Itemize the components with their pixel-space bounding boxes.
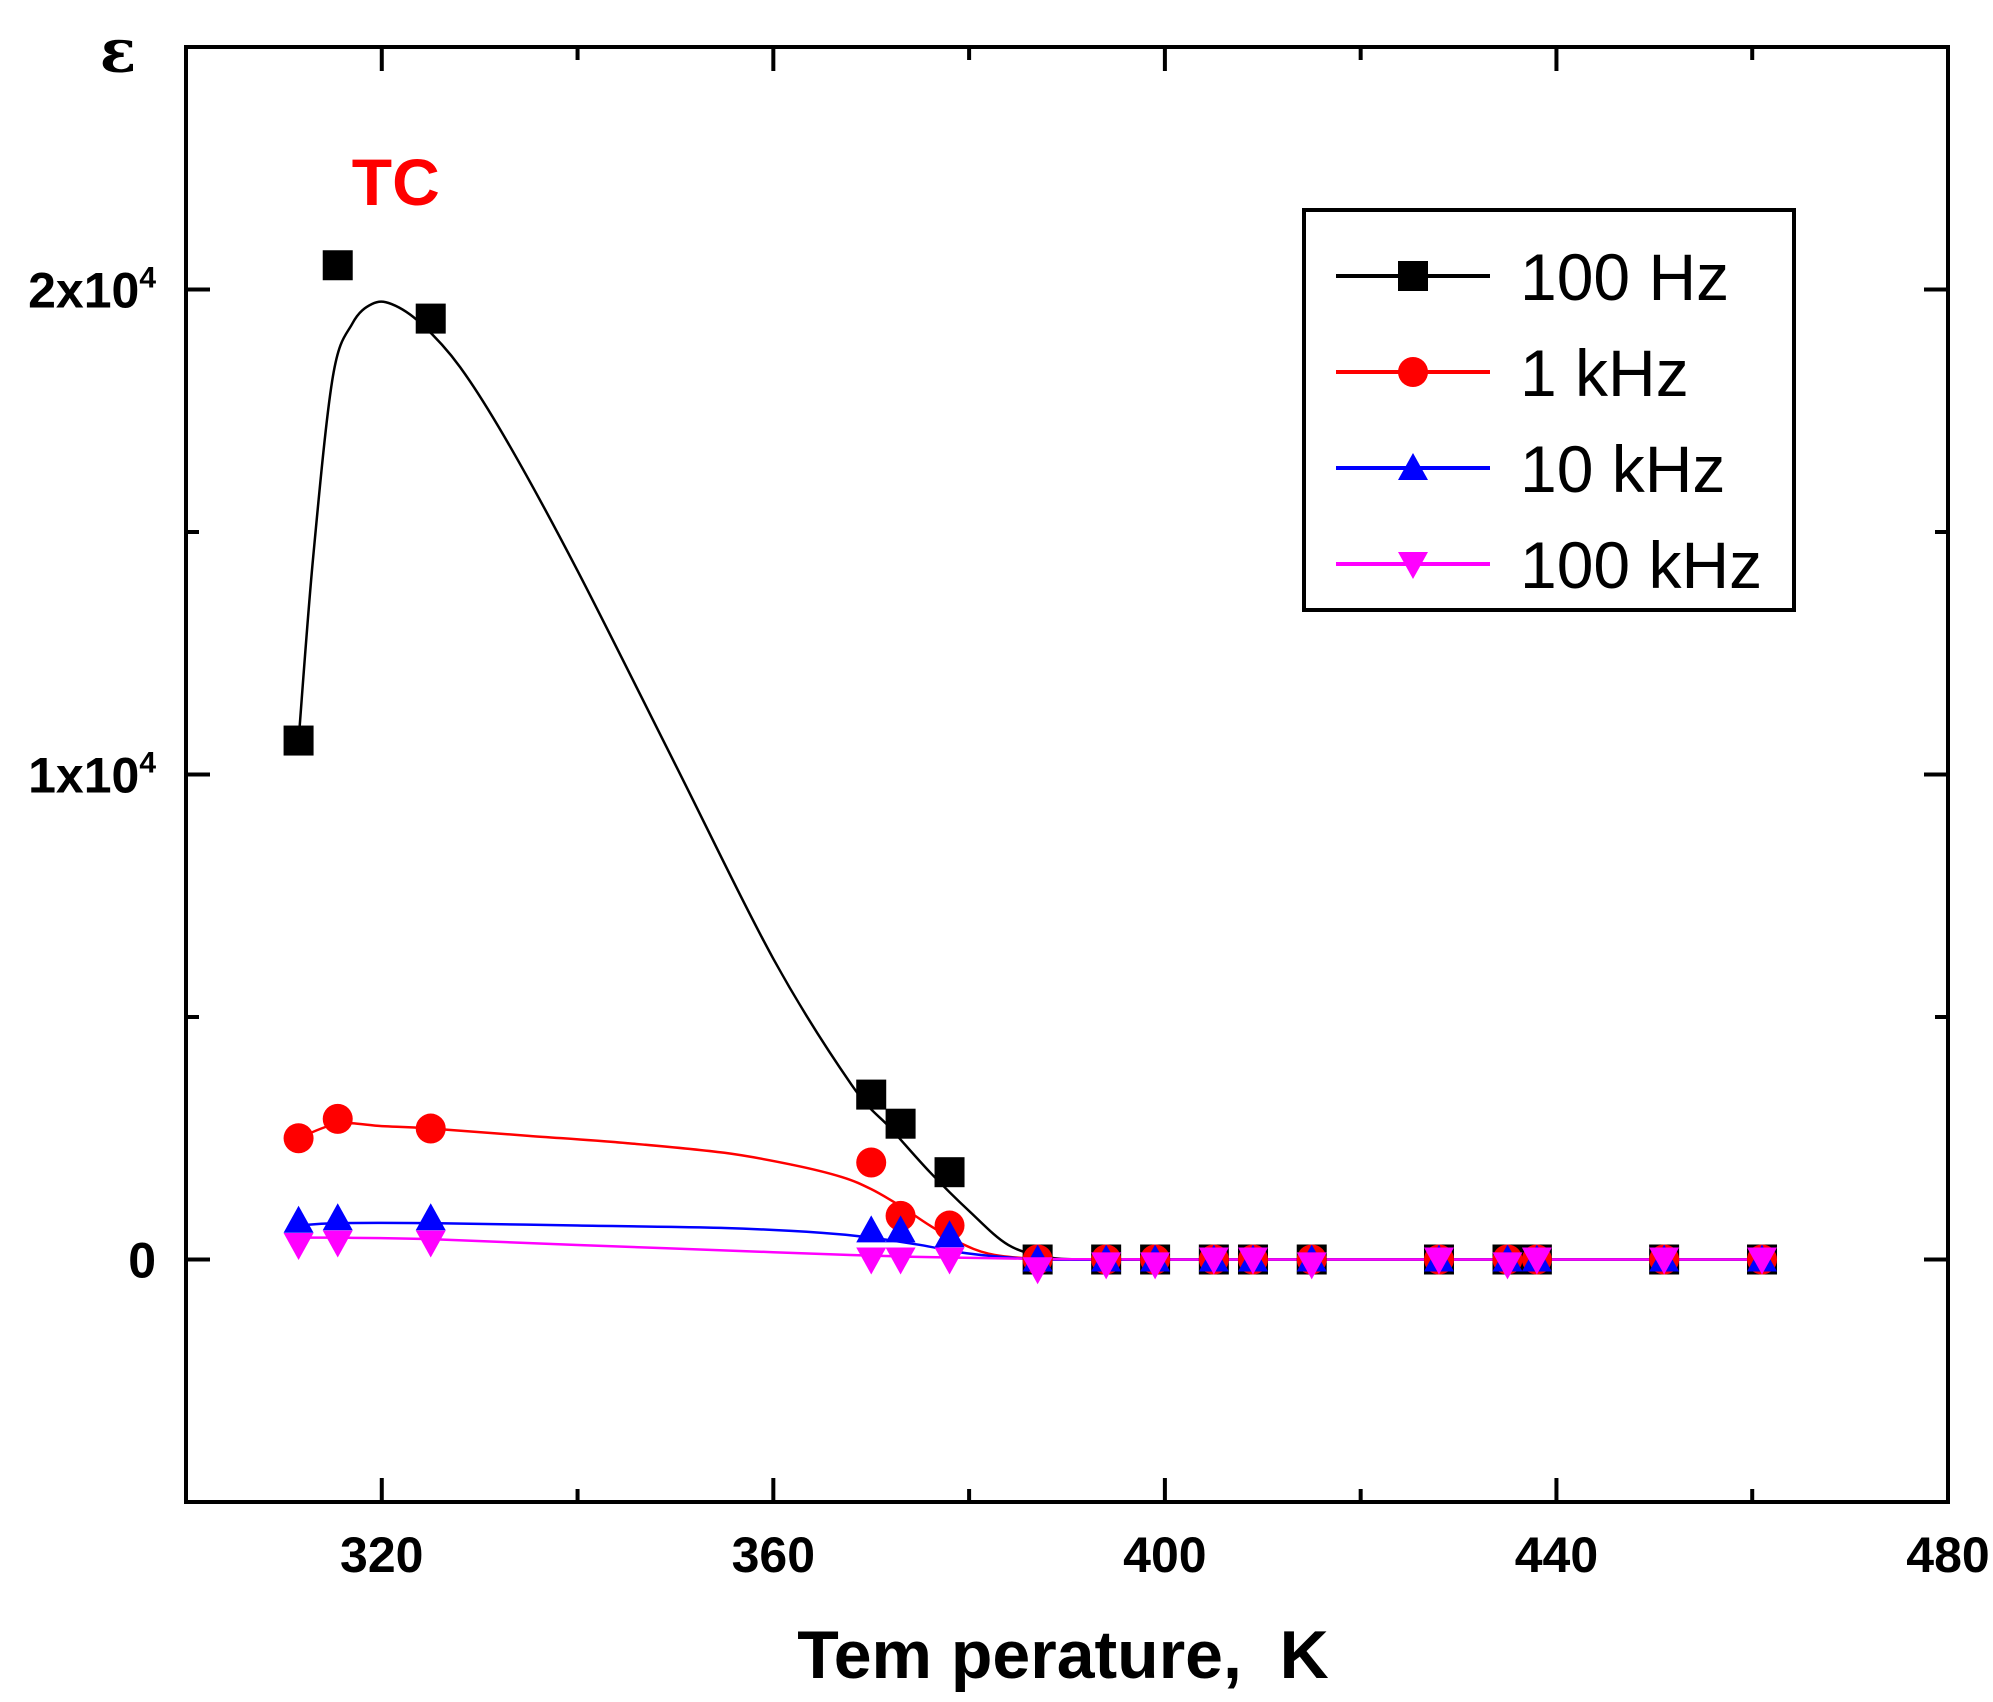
y-tick-label: 0	[128, 1233, 156, 1289]
data-point	[1423, 1247, 1454, 1275]
data-point	[856, 1215, 887, 1243]
legend-item: 100 Hz	[1336, 240, 1729, 314]
axis-ticks: 320 360 400 440 480 0 1x104 2x104	[28, 45, 1990, 1583]
data-point	[885, 1108, 916, 1139]
data-point	[1398, 357, 1428, 387]
series-curve	[298, 1121, 1763, 1261]
data-point	[856, 1079, 887, 1110]
x-tick-label: 360	[732, 1527, 815, 1583]
legend-item: 1 kHz	[1336, 336, 1689, 410]
data-point	[1492, 1252, 1523, 1280]
legend: 100 Hz 1 kHz 10 kHz 100 kHz	[1302, 208, 1796, 612]
data-markers	[283, 250, 1778, 1285]
data-point	[283, 1232, 314, 1260]
data-point	[283, 725, 314, 756]
y-tick-label: 1x104	[28, 747, 156, 804]
data-point	[885, 1215, 916, 1243]
data-point	[322, 1230, 353, 1258]
data-point	[856, 1247, 887, 1275]
tc-annotation: TC	[352, 145, 440, 219]
legend-label: 10 kHz	[1520, 432, 1725, 506]
data-point	[1091, 1252, 1122, 1280]
data-point	[283, 1205, 314, 1233]
data-point	[934, 1157, 965, 1188]
data-point	[934, 1220, 965, 1248]
data-point	[1398, 261, 1428, 291]
legend-label: 1 kHz	[1520, 336, 1689, 410]
data-point	[283, 1123, 314, 1154]
legend-item: 100 kHz	[1336, 528, 1762, 602]
data-point	[415, 303, 446, 334]
data-point	[415, 1230, 446, 1258]
series-markers	[283, 1103, 1778, 1275]
data-point	[856, 1147, 887, 1178]
data-point	[934, 1247, 965, 1275]
legend-item: 10 kHz	[1336, 432, 1725, 506]
series-markers	[283, 1230, 1778, 1285]
data-point	[1296, 1252, 1327, 1280]
data-point	[1022, 1257, 1053, 1285]
data-point	[1140, 1252, 1171, 1280]
data-point	[1398, 552, 1428, 579]
legend-label: 100 Hz	[1520, 240, 1729, 314]
data-point	[1649, 1247, 1680, 1275]
data-point	[1521, 1247, 1552, 1275]
y-tick-label: 2x104	[28, 262, 156, 319]
data-point	[1237, 1247, 1268, 1275]
data-point	[415, 1203, 446, 1231]
x-tick-label: 480	[1906, 1527, 1989, 1583]
x-axis-title: Tem perature, K	[797, 1617, 1329, 1693]
data-point	[322, 250, 353, 281]
data-point	[1198, 1247, 1229, 1275]
x-tick-label: 440	[1515, 1527, 1598, 1583]
legend-label: 100 kHz	[1520, 528, 1762, 602]
data-point	[322, 1203, 353, 1231]
x-tick-label: 400	[1123, 1527, 1206, 1583]
data-point	[1398, 453, 1428, 480]
data-point	[885, 1247, 916, 1275]
x-tick-label: 320	[340, 1527, 423, 1583]
data-point	[322, 1103, 353, 1134]
data-point	[415, 1113, 446, 1144]
data-point	[1747, 1247, 1778, 1275]
y-axis-title: ε	[100, 17, 136, 87]
